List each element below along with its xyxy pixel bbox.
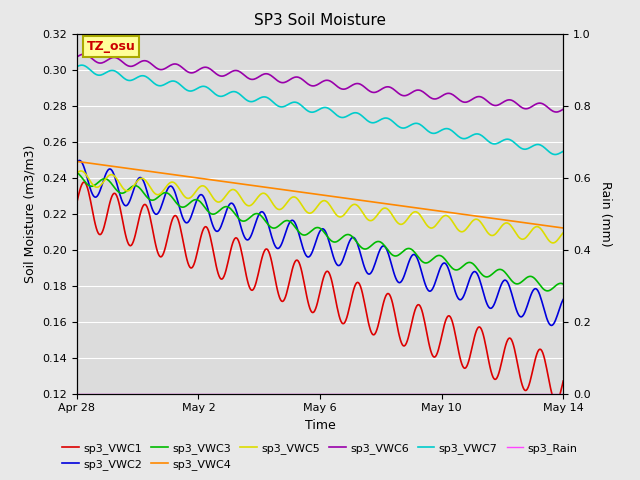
sp3_VWC5 xyxy=(73,170,81,176)
sp3_VWC3 xyxy=(73,169,81,175)
sp3_VWC6 xyxy=(73,54,81,60)
sp3_VWC5 xyxy=(305,210,312,216)
sp3_VWC4 xyxy=(336,194,344,200)
sp3_VWC7 xyxy=(73,64,81,70)
sp3_VWC7 xyxy=(472,131,480,137)
Legend: sp3_VWC1, sp3_VWC2, sp3_VWC3, sp3_VWC4, sp3_VWC5, sp3_VWC6, sp3_VWC7, sp3_Rain: sp3_VWC1, sp3_VWC2, sp3_VWC3, sp3_VWC4, … xyxy=(58,438,582,474)
sp3_VWC3 xyxy=(559,281,567,287)
sp3_VWC2 xyxy=(73,160,81,166)
sp3_VWC3 xyxy=(362,246,370,252)
sp3_VWC5 xyxy=(548,240,556,246)
sp3_VWC1 xyxy=(337,318,345,324)
sp3_VWC6 xyxy=(472,94,480,100)
sp3_VWC2 xyxy=(337,261,345,267)
sp3_Rain xyxy=(548,391,556,396)
sp3_VWC6 xyxy=(305,82,312,87)
sp3_VWC6 xyxy=(559,106,567,112)
Line: sp3_VWC7: sp3_VWC7 xyxy=(77,65,563,155)
sp3_VWC7 xyxy=(308,109,316,115)
Line: sp3_VWC2: sp3_VWC2 xyxy=(77,160,563,325)
sp3_Rain xyxy=(336,391,344,396)
Title: SP3 Soil Moisture: SP3 Soil Moisture xyxy=(254,13,386,28)
sp3_VWC6 xyxy=(308,83,316,89)
sp3_VWC5 xyxy=(337,214,345,220)
sp3_VWC6 xyxy=(548,108,556,114)
sp3_VWC3 xyxy=(544,288,552,294)
sp3_VWC5 xyxy=(472,216,480,222)
sp3_VWC1 xyxy=(548,393,556,399)
sp3_VWC5 xyxy=(559,230,567,236)
Line: sp3_VWC4: sp3_VWC4 xyxy=(77,161,563,228)
sp3_VWC6 xyxy=(552,109,560,115)
sp3_VWC2 xyxy=(364,270,371,276)
sp3_VWC1 xyxy=(308,309,316,315)
Y-axis label: Rain (mm): Rain (mm) xyxy=(598,181,611,246)
sp3_VWC1 xyxy=(73,200,81,205)
sp3_VWC6 xyxy=(337,86,345,92)
sp3_VWC3 xyxy=(472,264,479,269)
sp3_Rain xyxy=(559,391,567,396)
sp3_VWC1 xyxy=(472,328,480,334)
sp3_VWC2 xyxy=(472,270,480,276)
Line: sp3_VWC5: sp3_VWC5 xyxy=(77,171,563,243)
sp3_VWC5 xyxy=(364,216,371,222)
sp3_VWC4 xyxy=(472,213,479,219)
sp3_VWC3 xyxy=(548,286,556,291)
sp3_VWC3 xyxy=(304,231,312,237)
sp3_VWC4 xyxy=(548,224,556,229)
sp3_VWC2 xyxy=(305,254,312,260)
sp3_VWC2 xyxy=(308,250,316,256)
sp3_VWC1 xyxy=(559,378,567,384)
sp3_VWC4 xyxy=(307,191,315,196)
sp3_VWC7 xyxy=(305,108,312,114)
sp3_VWC2 xyxy=(559,297,567,302)
sp3_VWC6 xyxy=(364,86,371,92)
sp3_Rain xyxy=(472,391,479,396)
sp3_VWC7 xyxy=(364,118,371,123)
sp3_VWC7 xyxy=(337,114,345,120)
sp3_Rain xyxy=(304,391,312,396)
Text: TZ_osu: TZ_osu xyxy=(86,40,135,53)
sp3_VWC5 xyxy=(308,210,316,216)
sp3_VWC1 xyxy=(80,180,88,185)
sp3_Rain xyxy=(73,391,81,396)
sp3_VWC2 xyxy=(550,321,557,327)
sp3_VWC4 xyxy=(559,225,567,231)
sp3_VWC7 xyxy=(559,148,567,154)
sp3_VWC2 xyxy=(76,157,84,163)
sp3_VWC1 xyxy=(552,399,560,405)
sp3_VWC5 xyxy=(550,240,557,246)
sp3_VWC1 xyxy=(364,314,371,320)
Y-axis label: Soil Moisture (m3/m3): Soil Moisture (m3/m3) xyxy=(24,144,36,283)
sp3_VWC3 xyxy=(336,237,344,242)
sp3_VWC7 xyxy=(552,152,559,157)
Line: sp3_VWC6: sp3_VWC6 xyxy=(77,54,563,112)
sp3_VWC4 xyxy=(73,158,81,164)
sp3_Rain xyxy=(307,391,315,396)
sp3_VWC1 xyxy=(305,302,312,308)
sp3_VWC2 xyxy=(548,323,556,328)
sp3_VWC7 xyxy=(548,151,556,157)
sp3_VWC3 xyxy=(307,228,315,234)
sp3_VWC7 xyxy=(78,62,86,68)
Line: sp3_VWC1: sp3_VWC1 xyxy=(77,182,563,402)
sp3_VWC4 xyxy=(304,190,312,196)
sp3_VWC5 xyxy=(77,168,84,174)
X-axis label: Time: Time xyxy=(305,419,335,432)
Line: sp3_VWC3: sp3_VWC3 xyxy=(77,172,563,291)
sp3_VWC6 xyxy=(80,51,88,57)
sp3_VWC4 xyxy=(362,198,370,204)
sp3_Rain xyxy=(362,391,370,396)
